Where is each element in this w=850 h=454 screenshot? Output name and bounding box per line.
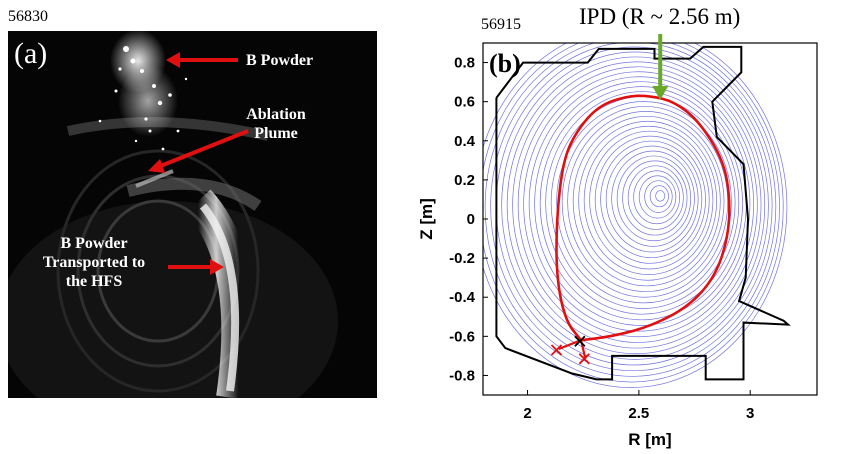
annotation-ablation-line2: Plume: [254, 125, 298, 142]
flux-surface: [638, 175, 677, 219]
flux-surface: [483, 43, 784, 383]
flux-surface: [567, 111, 725, 292]
flux-surface: [517, 66, 758, 343]
annotation-ablation-line1: Ablation: [246, 106, 306, 123]
annotation-transport-line3: the HFS: [65, 273, 123, 290]
flux-surface: [616, 155, 692, 242]
vessel-wall: [495, 45, 791, 381]
x-axis-label: R [m]: [628, 430, 671, 449]
annotation-transport-line1: B Powder: [60, 235, 128, 252]
arrow-b-powder-head: [166, 52, 180, 68]
y-tick-label: 0.8: [454, 55, 475, 72]
arrow-ablation-head: [148, 159, 165, 173]
flux-surface: [501, 51, 769, 360]
flux-surface: [490, 43, 777, 371]
y-tick-label: -0.2: [449, 250, 475, 267]
flux-surface: [483, 43, 788, 388]
x-tick-label: 2.5: [628, 405, 649, 422]
flux-surface: [605, 145, 699, 253]
y-tick-label: -0.8: [449, 367, 475, 384]
flux-surface: [545, 91, 740, 315]
flux-surface: [561, 106, 729, 298]
axis-ticks: 2 2.5 3 0.8 0.6 0.4 0.2 0 -0.2 -0.4 -0.6 -0.8: [449, 55, 754, 422]
flux-surface: [572, 115, 721, 287]
y-tick-label: 0.4: [454, 133, 476, 150]
y-tick-label: 0.2: [454, 172, 475, 189]
ipd-label: IPD (R ~ 2.56 m): [579, 4, 741, 29]
flux-surface: [655, 190, 666, 202]
flux-surface: [649, 185, 669, 208]
flux-surface: [528, 76, 751, 332]
flux-surface: [622, 160, 688, 236]
flux-surface: [506, 56, 766, 355]
flux-surface: [600, 140, 703, 259]
flux-surface: [633, 170, 680, 225]
ipd-arrow-head: [652, 86, 669, 100]
annotation-transported: B Powder Transported to the HFS: [30, 234, 158, 291]
x-point-red: [578, 353, 590, 365]
annotation-ablation-plume: Ablation Plume: [232, 105, 320, 143]
y-tick-label: 0.6: [454, 94, 475, 111]
flux-surface: [644, 180, 673, 213]
plot-frame: [482, 42, 818, 396]
arrow-ablation: [157, 129, 249, 169]
separatrix-leg: [558, 339, 582, 351]
y-tick-label: -0.4: [449, 289, 476, 306]
x-points: [550, 335, 590, 365]
x-tick-label: 2: [523, 405, 531, 422]
y-tick-label: -0.6: [449, 328, 475, 345]
separatrix: [555, 94, 731, 342]
flux-surface: [578, 120, 717, 281]
flux-surface: [589, 130, 710, 270]
camera-image-drawing: [8, 31, 377, 398]
ipd-arrow: [652, 34, 669, 100]
flux-surface: [594, 135, 706, 264]
flux-surface: [627, 165, 684, 230]
flux-surface: [484, 43, 780, 377]
panel-label-a: (a): [14, 37, 48, 70]
shot-number-b: 56915: [481, 16, 521, 33]
annotation-b-powder: B Powder: [246, 52, 314, 69]
flux-surface: [523, 71, 754, 338]
shot-number-a: 56830: [8, 8, 48, 25]
flux-surface: [539, 86, 743, 321]
flux-surface: [611, 150, 695, 247]
y-axis-label: Z [m]: [417, 198, 436, 240]
flux-surface: [556, 101, 732, 304]
camera-image: (a) B Powder Ablation Plume B Powder Tra…: [8, 31, 377, 398]
flux-surface: [583, 125, 714, 275]
x-tick-label: 3: [746, 405, 754, 422]
y-tick-label: 0: [467, 211, 475, 228]
flux-surfaces: [483, 43, 788, 388]
arrow-transport-head: [210, 259, 224, 275]
annotation-transport-line2: Transported to: [42, 254, 146, 271]
annotation-arrows: [148, 52, 249, 275]
panel-label-b: (b): [489, 49, 521, 78]
x-point-black: [574, 335, 586, 347]
flux-surface: [512, 61, 762, 349]
x-point-red: [550, 344, 563, 356]
